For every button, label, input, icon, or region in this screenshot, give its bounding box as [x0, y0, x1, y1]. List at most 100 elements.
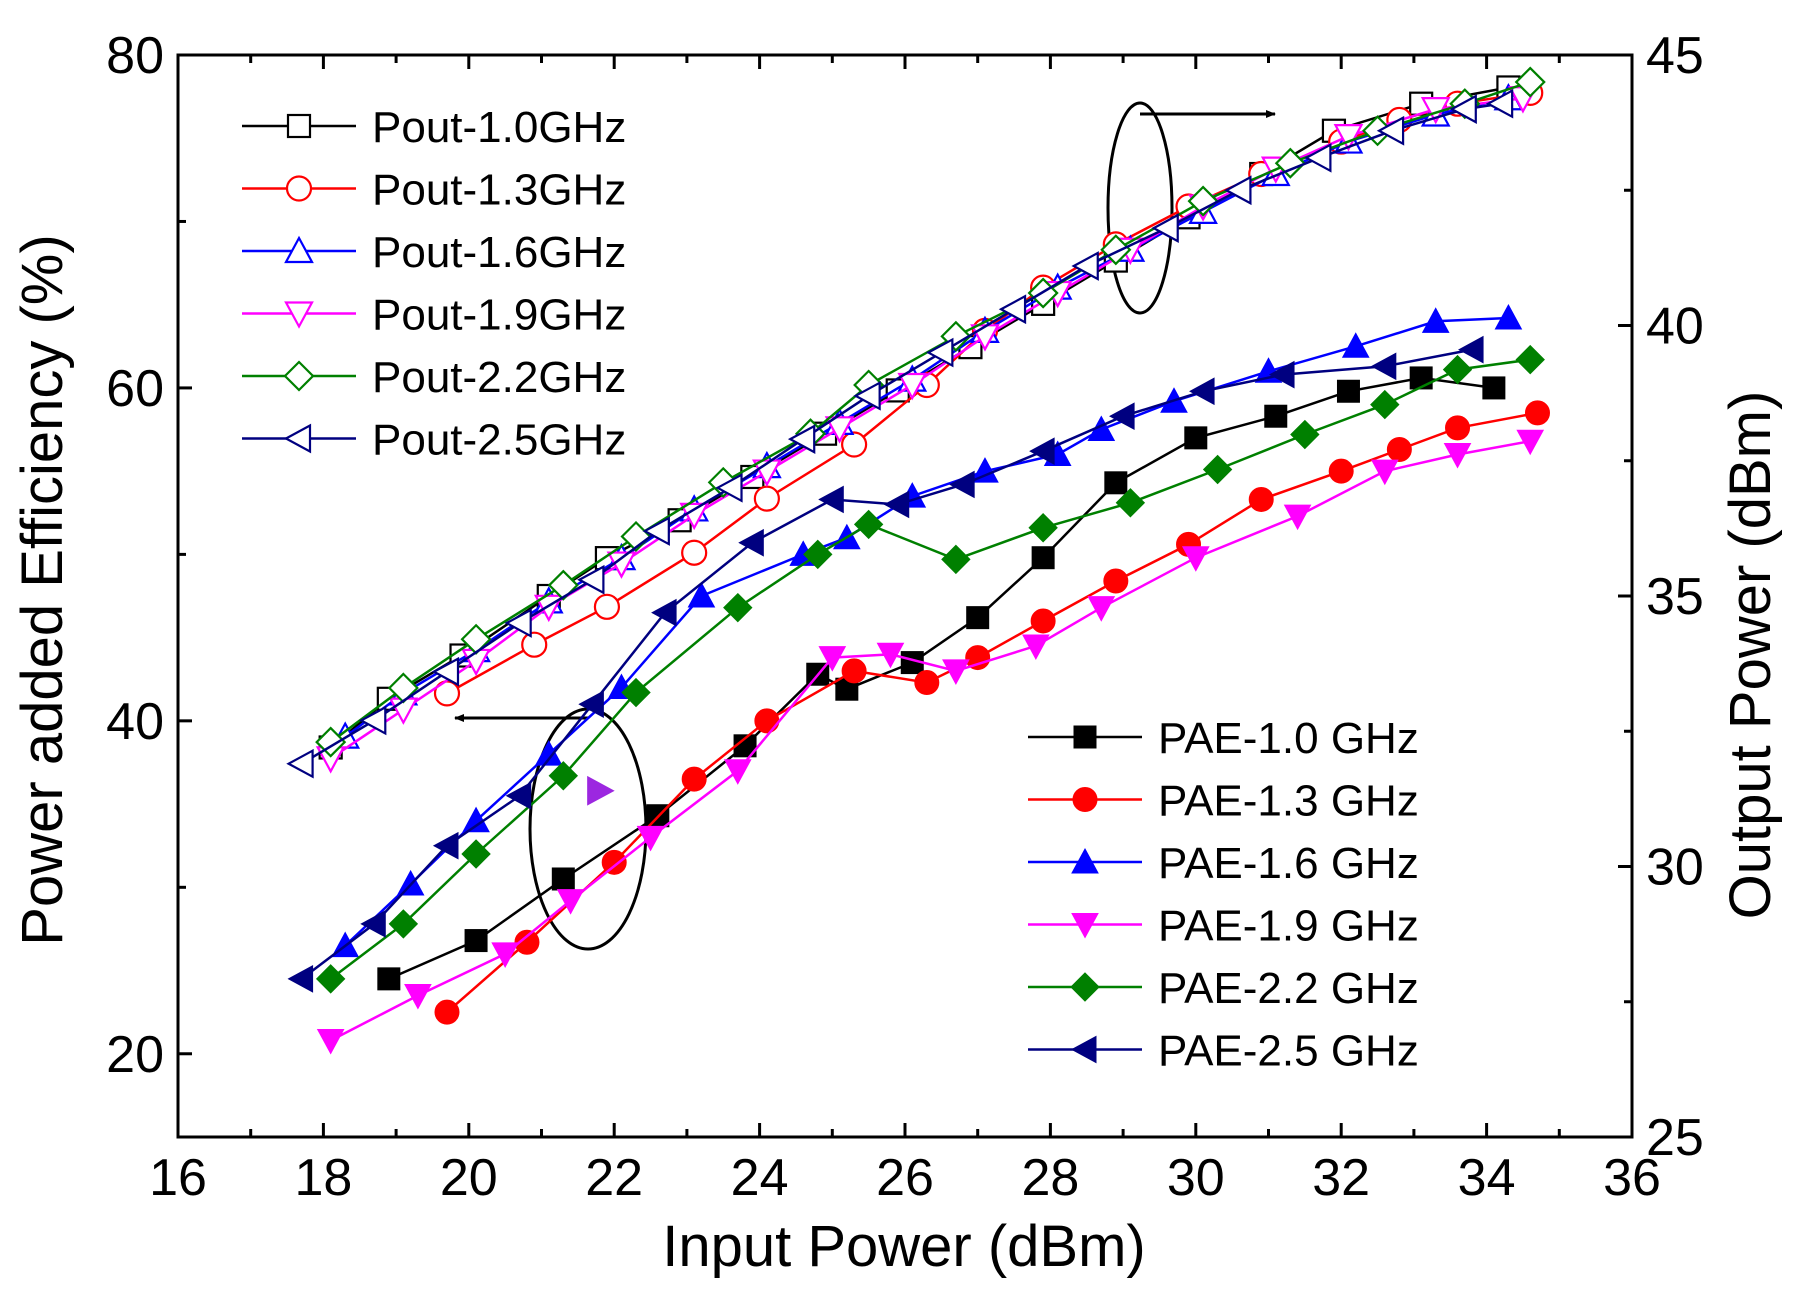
pae-data-point — [1370, 389, 1400, 420]
pout-data-point — [315, 726, 347, 758]
pae-series-line — [330, 439, 1531, 1042]
pout-data-point — [681, 539, 708, 566]
pout-data-point — [1224, 175, 1252, 206]
pout-group-ellipse — [1106, 101, 1174, 315]
pae-legend-label: PAE-2.2 GHz — [1158, 964, 1419, 1013]
pout-legend-label: Pout-2.2GHz — [372, 353, 626, 402]
pae-data-point — [1336, 379, 1360, 403]
pae-legend-label: PAE-1.9 GHz — [1158, 902, 1419, 951]
pae-data-point — [971, 457, 999, 483]
series-layer — [286, 66, 1550, 1055]
pout-data-point — [1333, 124, 1364, 152]
pae-data-point — [803, 539, 833, 570]
pae-data-point — [1115, 488, 1146, 518]
pout-series-line — [329, 80, 1531, 744]
pae-data-point — [1516, 429, 1545, 456]
pae-data-point — [464, 929, 488, 953]
pout-series — [286, 88, 1514, 779]
pae-legend-marker — [1071, 913, 1099, 939]
pout-data-point — [1100, 234, 1132, 266]
pae-data-point — [1458, 335, 1484, 364]
pae-data-point — [1031, 546, 1055, 570]
pout-legend-label: Pout-1.3GHz — [372, 166, 626, 215]
pout-data-point — [521, 631, 548, 658]
x-tick-label: 20 — [440, 1149, 498, 1207]
pae-data-point — [1386, 437, 1412, 463]
x-tick-label: 26 — [876, 1149, 934, 1207]
pae-data-point — [1184, 426, 1208, 450]
pae-data-point — [1181, 546, 1210, 572]
pae-data-point — [1515, 344, 1545, 375]
pout-data-point — [841, 431, 868, 458]
pae-data-point — [818, 485, 844, 514]
pae-data-point — [914, 670, 940, 696]
pae-data-point — [462, 806, 490, 833]
pae-data-point — [601, 849, 627, 875]
pae-data-point — [287, 965, 314, 993]
pout-legend-entry: Pout-2.5GHz — [242, 416, 626, 465]
y-left-tick-label: 40 — [106, 693, 164, 751]
pout-data-point — [853, 380, 881, 411]
pae-data-point — [1189, 377, 1215, 406]
pout-data-point — [1449, 94, 1477, 124]
pout-legend-label: Pout-2.5GHz — [372, 416, 626, 465]
pae-data-point — [1103, 568, 1129, 594]
pout-legend-entry: Pout-2.2GHz — [242, 353, 626, 402]
x-axis-title: Input Power (dBm) — [662, 1214, 1146, 1279]
pae-data-point — [1341, 332, 1370, 358]
pae-data-point — [432, 831, 459, 860]
pae-data-point — [461, 839, 491, 869]
pae-data-point — [505, 781, 532, 810]
x-tick-label: 34 — [1458, 1149, 1516, 1207]
pout-data-point — [577, 564, 605, 595]
pae-series-line — [329, 358, 1531, 980]
pout-data-point — [1274, 147, 1306, 179]
pae-legend-marker — [1070, 972, 1100, 1002]
pae-data-point — [754, 708, 780, 734]
pae-data-point — [853, 509, 884, 540]
pout-data-point — [286, 748, 314, 779]
pae-legend-marker — [1071, 847, 1099, 874]
pae-series — [315, 344, 1545, 994]
pae-legend-entry: PAE-2.2 GHz — [1028, 964, 1419, 1013]
pout-data-point — [1187, 185, 1219, 217]
extra-data-point — [587, 775, 615, 806]
pae-data-point — [942, 659, 970, 685]
pae-data-point — [578, 690, 604, 719]
pae-legend-entry: PAE-2.5 GHz — [1028, 1027, 1419, 1076]
pout-legend-entry: Pout-1.6GHz — [242, 228, 626, 277]
pae-data-point — [548, 761, 579, 791]
pae-data-point — [876, 642, 905, 669]
pae-data-point — [1290, 419, 1320, 450]
pout-data-point — [715, 472, 743, 503]
pae-data-point — [514, 929, 540, 955]
y-left-tick-label: 60 — [106, 360, 164, 418]
pout-data-point — [593, 593, 621, 620]
pout-legend-label: Pout-1.6GHz — [372, 228, 626, 277]
pae-data-point — [687, 581, 716, 608]
pout-data-point — [926, 337, 954, 368]
x-tick-label: 28 — [1021, 1149, 1079, 1207]
pae-series-line — [300, 348, 1473, 980]
pae-series — [287, 335, 1484, 993]
pout-legend-marker — [284, 301, 314, 329]
pae-data-point — [1409, 366, 1433, 390]
pae-data-point — [1445, 415, 1471, 441]
pae-data-point — [434, 999, 460, 1025]
pae-data-point — [636, 825, 665, 852]
x-tick-label: 30 — [1167, 1149, 1225, 1207]
pout-legend-marker — [283, 423, 312, 454]
pout-data-point — [642, 516, 670, 546]
pout-legend-label: Pout-1.9GHz — [372, 291, 626, 340]
pout-data-point — [1071, 251, 1099, 281]
pae-series — [377, 366, 1506, 991]
pout-data-point — [1151, 213, 1179, 243]
pae-data-point — [551, 867, 575, 891]
pae-data-point — [556, 889, 585, 915]
pae-legend-marker — [1072, 787, 1098, 812]
pae-data-point — [388, 909, 419, 939]
pae-data-point — [491, 942, 519, 968]
pae-data-point — [316, 1028, 345, 1055]
